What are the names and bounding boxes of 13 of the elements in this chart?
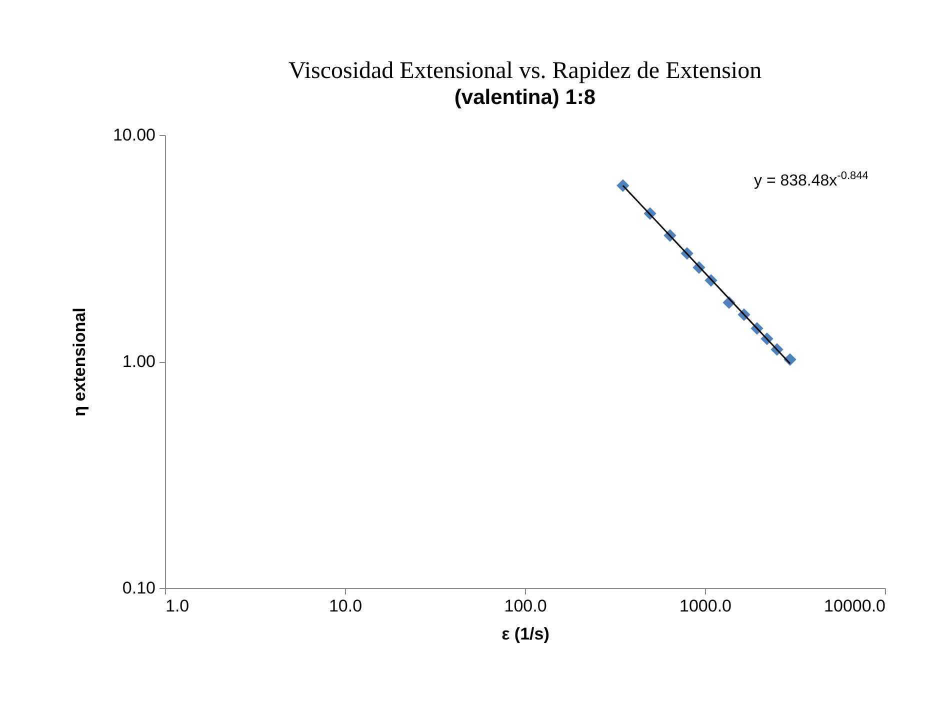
chart-subtitle: (valentina) 1:8 xyxy=(454,86,596,109)
y-tick-label: 10.00 xyxy=(112,126,156,144)
x-tick-label: 1.0 xyxy=(166,596,190,616)
y-tick-label: 0.10 xyxy=(122,578,156,598)
y-tick-label: 1.00 xyxy=(122,352,156,371)
x-tick-label: 1000.0 xyxy=(680,596,732,616)
chart-title: Viscosidad Extensional vs. Rapidez de Extension xyxy=(288,58,762,84)
x-axis-title: ε (1/s) xyxy=(502,624,550,644)
x-tick-label: 100.0 xyxy=(504,596,547,616)
annotation: y = 838.48x$^{-0.844}$ xyxy=(754,170,868,190)
x-tick-label: 10.0 xyxy=(328,596,362,616)
y-axis-title: η extensional xyxy=(70,308,89,416)
x-tick-label: 10000.0 xyxy=(824,596,886,616)
